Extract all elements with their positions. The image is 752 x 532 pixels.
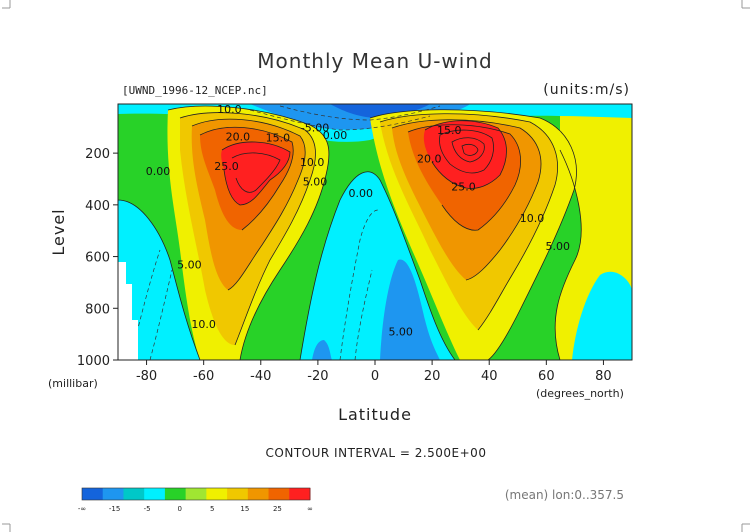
colorbar-swatch [164,488,187,500]
x-tick-label: 0 [371,369,379,384]
band-strat-darkblue [330,104,430,118]
contour-interval-label: CONTOUR INTERVAL = 2.500E+00 [266,446,487,460]
contour-label: -5.00 [301,121,329,134]
missing-data-patch [118,262,126,360]
band-tropical-blue [380,259,440,360]
contour-label: 25.0 [451,181,476,194]
colorbar-swatch [268,488,290,500]
x-tick-label: 40 [481,369,498,384]
missing-data-patch [132,320,138,360]
contour-label: 15.0 [437,124,462,137]
x-axis: -80 -60 -40 -20 0 20 40 60 80 [136,360,612,384]
colorbar-swatch [227,488,249,500]
x-tick-label: -80 [136,369,157,384]
jet-south-25 [221,141,290,205]
x-axis-title: Latitude [338,405,412,424]
contour-label: 20.0 [226,130,251,143]
band-arctic-easterlies [572,271,632,360]
band-south-easterlies [118,200,200,360]
jet-north-25 [423,120,507,189]
contour-label: 5.00 [303,176,328,189]
y-tick-label: 1000 [77,354,110,369]
colorbar-label: 0 [177,505,181,513]
contour-label: 5.00 [546,240,571,253]
x-axis-unit: (degrees_north) [536,387,624,400]
y-axis-title: Level [49,208,68,255]
band-south-blue [312,340,332,360]
colorbar: -∞ -15 -5 0 5 15 25 ∞ [78,487,313,513]
y-tick-label: 600 [85,251,110,266]
contour-label: 5.00 [388,326,413,339]
colorbar-swatch [289,488,311,500]
x-tick-label: 80 [595,369,612,384]
x-tick-label: 20 [424,369,441,384]
chart-title: Monthly Mean U-wind [257,49,492,73]
contour-lines [118,105,582,360]
mean-note: (mean) lon:0..357.5 [505,488,624,502]
x-tick-label: -40 [250,369,271,384]
contour-label: 10.0 [191,318,216,331]
colorbar-frame [81,487,311,501]
colorbar-label: ∞ [307,505,313,513]
x-tick-label: -60 [193,369,214,384]
contour-label: 10.0 [520,212,545,225]
contour-label: 25.0 [214,160,239,173]
y-axis-unit: (millibar) [48,377,98,390]
colorbar-label: 25 [273,505,282,513]
contour-label: 0.00 [146,165,171,178]
y-tick-label: 200 [85,147,110,162]
x-tick-label: 60 [538,369,555,384]
x-tick-label: -20 [307,369,328,384]
y-tick-label: 400 [85,199,110,214]
units-label: (units:m/s) [543,82,630,98]
colorbar-label: 5 [210,505,214,513]
colorbar-swatch [185,488,207,500]
colorbar-label: -15 [109,505,120,513]
colorbar-swatch [82,488,104,500]
contour-label: 5.00 [177,258,202,271]
y-tick-label: 800 [85,302,110,317]
y-axis: 200 400 600 800 1000 [77,147,118,369]
contour-label: 0.00 [323,129,348,142]
contour-label: 10.0 [300,156,325,169]
colorbar-swatch [102,488,124,500]
colorbar-swatch [123,488,145,500]
colorbar-swatch [247,488,270,500]
colorbar-swatch [144,488,166,500]
contour-label: 0.00 [348,187,373,200]
colorbar-label: 15 [240,505,249,513]
contour-label: 15.0 [266,132,291,145]
colorbar-label: -∞ [78,505,86,513]
file-subtitle: [UWND_1996-12_NCEP.nc] [122,84,268,97]
contour-label: 10.0 [217,103,242,116]
missing-data-patch [126,284,132,360]
colorbar-swatch [206,488,228,500]
colorbar-label: -5 [144,505,151,513]
contour-label: 20.0 [417,152,442,165]
